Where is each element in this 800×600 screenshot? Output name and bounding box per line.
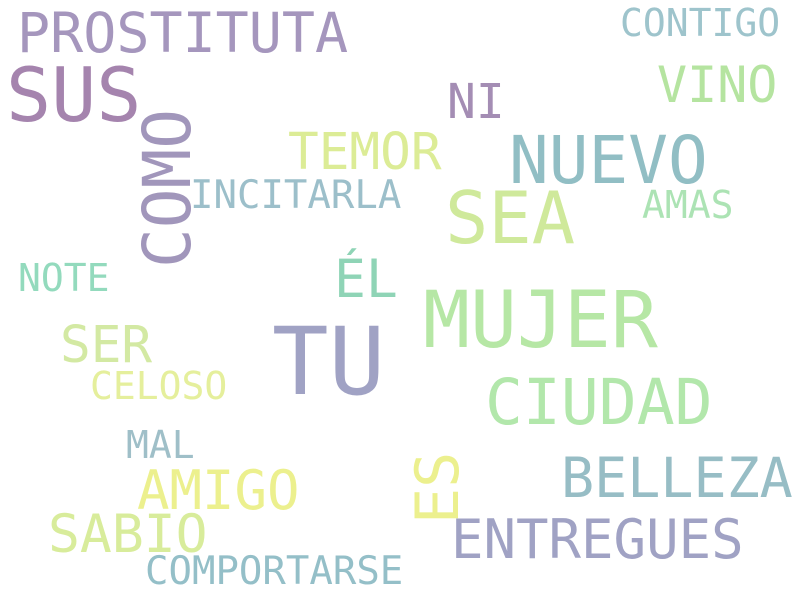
- word-incitarla: INCITARLA: [190, 173, 402, 218]
- word-contigo: CONTIGO: [620, 1, 781, 45]
- word-belleza: BELLEZA: [561, 446, 793, 510]
- word-prostituta: PROSTITUTA: [17, 1, 349, 65]
- word-ni: NI: [447, 74, 505, 130]
- word-sus: SUS: [6, 51, 142, 139]
- word-amigo: AMIGO: [137, 459, 300, 522]
- word-mal: MAL: [126, 423, 195, 467]
- word-mujer: MUJER: [423, 276, 658, 366]
- word-comportarse: COMPORTARSE: [145, 549, 404, 594]
- word-ciudad: CIUDAD: [485, 366, 713, 439]
- word-el: ÉL: [334, 249, 398, 310]
- word-ser: SER: [60, 316, 153, 375]
- word-amas: AMAS: [642, 183, 734, 227]
- word-tu: TU: [272, 308, 386, 417]
- word-celoso: CELOSO: [90, 364, 228, 408]
- word-temor: TEMOR: [288, 123, 442, 182]
- word-note: NOTE: [18, 256, 110, 300]
- word-nuevo: NUEVO: [509, 122, 708, 199]
- word-sea: SEA: [445, 176, 576, 260]
- word-entregues: ENTREGUES: [451, 508, 744, 571]
- word-vino: VINO: [657, 56, 778, 114]
- word-sabio: SABIO: [48, 504, 208, 565]
